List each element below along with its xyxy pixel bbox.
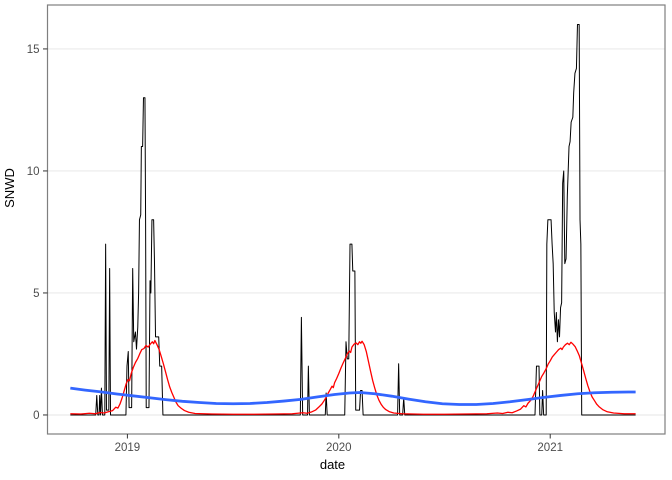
- x-tick-label: 2019: [115, 442, 141, 454]
- y-axis-title: SNWD: [2, 168, 17, 208]
- y-tick-label: 10: [27, 166, 40, 178]
- snwd-daily-raw-line: [70, 24, 636, 416]
- x-tick-label: 2021: [537, 442, 563, 454]
- panel-background: [47, 5, 665, 434]
- panel-border: [46, 4, 666, 435]
- y-tick-label: 15: [27, 44, 40, 56]
- x-tick-label: 2020: [326, 442, 352, 454]
- y-tick-label: 0: [33, 410, 39, 422]
- seasonal-smooth-line: [70, 339, 636, 415]
- trend-smooth-line: [70, 386, 636, 406]
- y-tick-label: 5: [33, 288, 39, 300]
- x-axis-title: date: [319, 457, 346, 472]
